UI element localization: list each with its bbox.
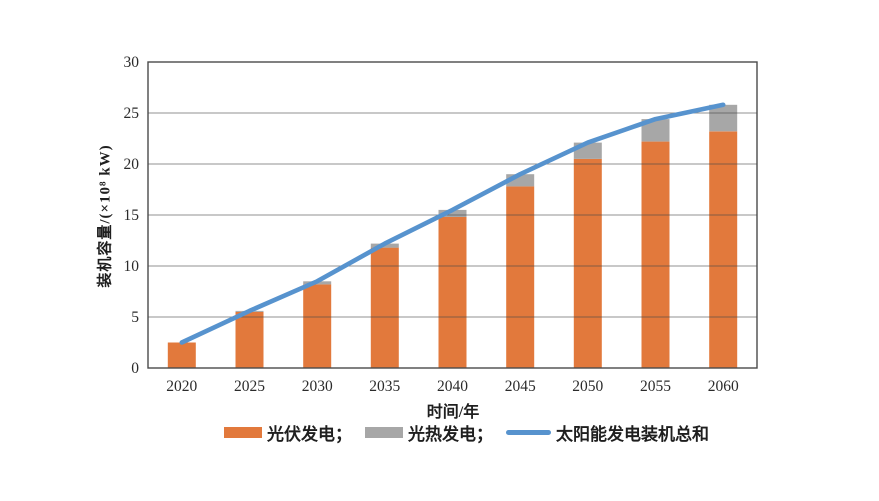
bar-segment-series0	[641, 141, 670, 368]
legend-label-pv: 光伏发电；	[267, 425, 352, 444]
y-axis-title: 装机容量/(×10⁸ kW)	[97, 144, 114, 288]
pv-series-swatch	[224, 427, 262, 438]
x-tick-label: 2030	[302, 378, 333, 395]
legend-item-pv: 光伏发电；	[224, 420, 352, 445]
y-tick-label: 10	[124, 258, 140, 275]
total-line-swatch	[506, 430, 551, 435]
legend-item-csp: 光热发电；	[365, 420, 493, 445]
bar-segment-series0	[709, 131, 738, 368]
x-tick-label: 2055	[640, 378, 671, 395]
y-tick-label: 30	[124, 54, 140, 71]
x-tick-label: 2020	[166, 378, 197, 395]
y-tick-label: 5	[131, 309, 139, 326]
x-tick-label: 2050	[572, 378, 603, 395]
bar-segment-series0	[167, 342, 196, 368]
csp-series-swatch	[365, 427, 403, 438]
plot-border	[147, 61, 758, 369]
total-line	[179, 102, 726, 345]
x-tick-label: 2035	[369, 378, 400, 395]
bar-segment-series0	[438, 217, 467, 368]
bar-segment-series0	[235, 311, 264, 368]
x-axis-title: 时间/年	[426, 404, 480, 421]
bar-segment-series0	[506, 186, 535, 368]
bar-segment-series1	[641, 119, 670, 142]
x-tick-label: 2045	[505, 378, 536, 395]
legend-label-csp: 光热发电；	[408, 425, 493, 444]
bar-segment-series0	[573, 158, 602, 368]
y-tick-label: 15	[124, 207, 140, 224]
bar-segment-series1	[438, 209, 467, 217]
y-tick-label: 20	[124, 156, 140, 173]
bar-segment-series0	[370, 247, 399, 368]
bar-segment-series0	[303, 284, 332, 368]
x-tick-label: 2040	[437, 378, 468, 395]
legend: 光伏发电； 光热发电； 太阳能发电装机总和	[224, 420, 709, 445]
bar-segment-series1	[709, 104, 738, 132]
x-tick-label: 2060	[708, 378, 739, 395]
y-tick-label: 0	[131, 360, 139, 377]
y-tick-label: 25	[124, 105, 140, 122]
legend-item-total: 太阳能发电装机总和	[506, 420, 709, 445]
legend-label-total: 太阳能发电装机总和	[556, 425, 709, 444]
x-tick-label: 2025	[234, 378, 265, 395]
